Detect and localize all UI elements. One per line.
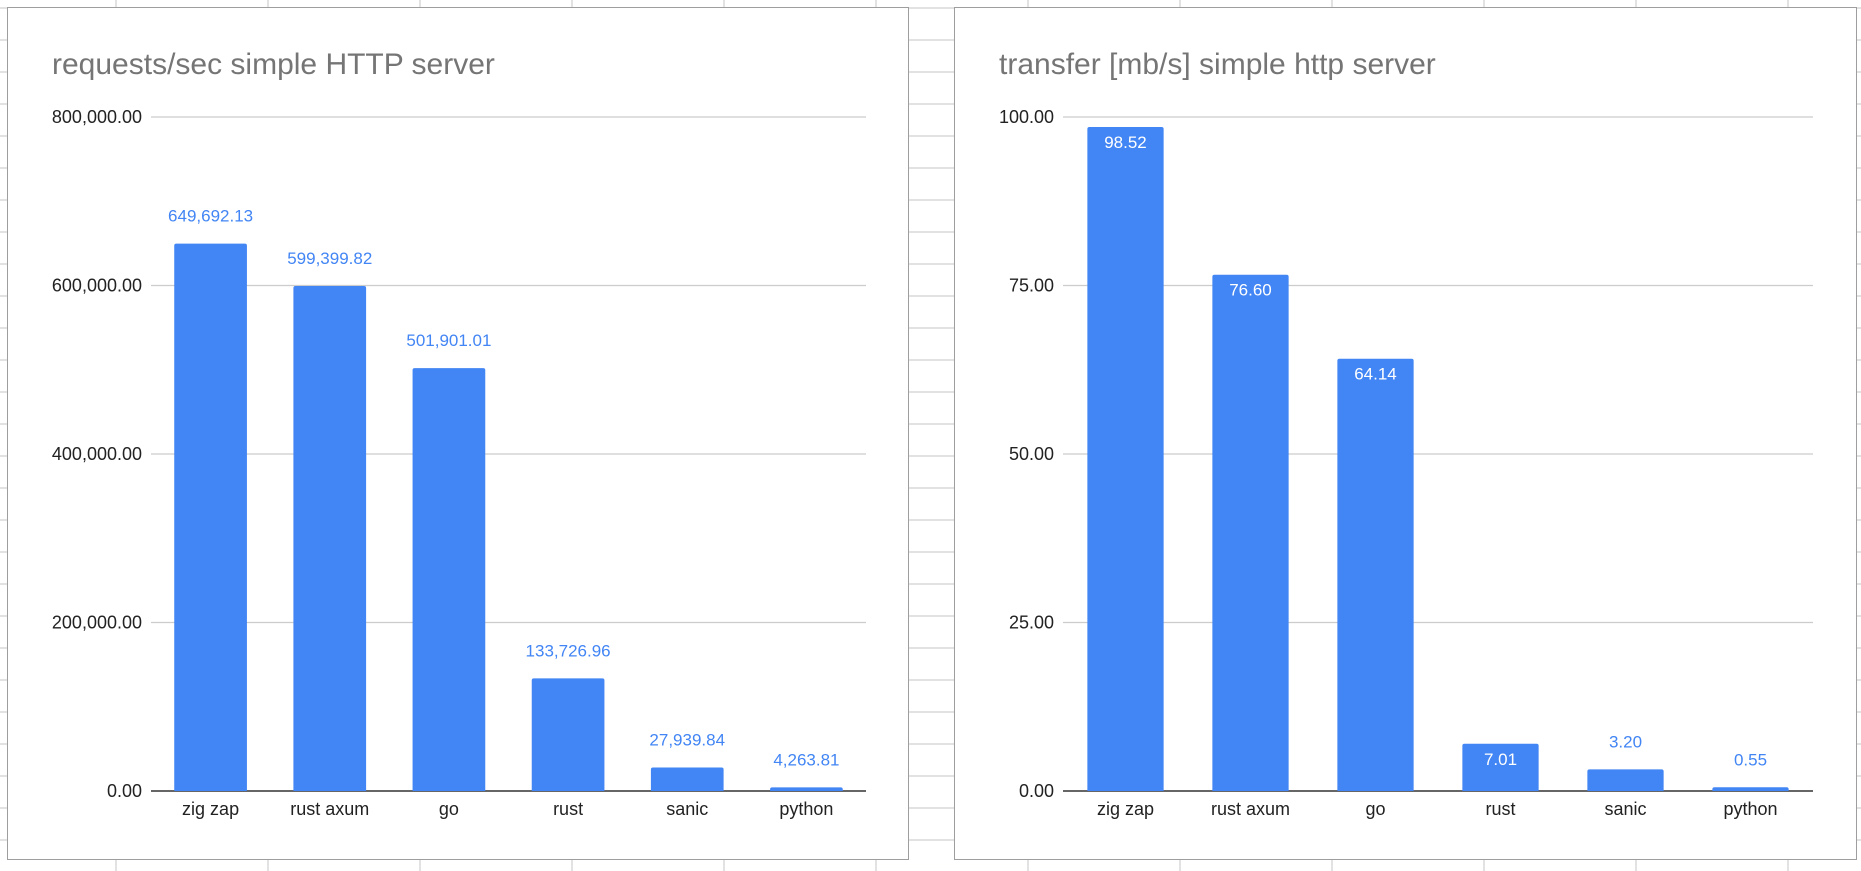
x-category-label: zig zap xyxy=(182,799,239,819)
requests-per-sec-chart[interactable]: requests/sec simple HTTP server 0.00 200,0… xyxy=(7,7,909,860)
bar-zig-zap xyxy=(174,243,247,791)
x-category-label: python xyxy=(1723,799,1777,819)
bar-rust xyxy=(531,678,605,791)
data-label: 133,726.96 xyxy=(526,641,611,660)
x-category-label: python xyxy=(779,799,833,819)
y-tick-label: 0.00 xyxy=(107,781,142,801)
x-category-label: go xyxy=(439,799,459,819)
bar-python xyxy=(770,787,843,791)
y-tick-label: 75.00 xyxy=(1009,276,1054,296)
chart-svg: transfer [mb/s] simple http server 0.00 25… xyxy=(999,48,1813,819)
data-label: 4,263.81 xyxy=(773,750,839,769)
x-category-label: rust xyxy=(553,799,583,819)
x-category-label: sanic xyxy=(1604,799,1646,819)
bar-rust-axum xyxy=(293,286,367,791)
bar-python xyxy=(1712,787,1789,791)
data-label: 27,939.84 xyxy=(649,730,725,749)
y-tick-label: 0.00 xyxy=(1019,781,1054,801)
bar-rust-axum xyxy=(1212,274,1289,791)
y-tick-label: 100.00 xyxy=(999,107,1054,127)
data-label: 649,692.13 xyxy=(168,207,253,226)
data-label: 599,399.82 xyxy=(287,249,372,268)
data-label: 98.52 xyxy=(1104,133,1147,152)
y-tick-label: 800,000.00 xyxy=(52,107,142,127)
data-label: 76.60 xyxy=(1229,281,1272,300)
bar-go xyxy=(1337,358,1414,791)
chart-title: requests/sec simple HTTP server xyxy=(52,48,495,81)
bar-sanic xyxy=(1587,769,1664,791)
y-tick-label: 25.00 xyxy=(1009,613,1054,633)
data-label: 0.55 xyxy=(1734,750,1767,769)
data-label: 501,901.01 xyxy=(406,331,491,350)
x-category-label: rust axum xyxy=(1211,799,1290,819)
y-tick-label: 400,000.00 xyxy=(52,444,142,464)
bar-sanic xyxy=(650,767,724,791)
data-label: 7.01 xyxy=(1484,750,1517,769)
x-category-label: rust xyxy=(1485,799,1515,819)
data-label: 64.14 xyxy=(1354,365,1397,384)
x-category-label: rust axum xyxy=(290,799,369,819)
chart-title: transfer [mb/s] simple http server xyxy=(999,48,1436,81)
bar-rust xyxy=(1462,743,1539,791)
y-tick-label: 200,000.00 xyxy=(52,613,142,633)
chart-svg: requests/sec simple HTTP server 0.00 200,0… xyxy=(52,48,866,819)
x-category-label: go xyxy=(1365,799,1385,819)
x-category-label: zig zap xyxy=(1097,799,1154,819)
y-tick-label: 600,000.00 xyxy=(52,276,142,296)
bar-zig-zap xyxy=(1087,126,1164,791)
transfer-chart[interactable]: transfer [mb/s] simple http server 0.00 25… xyxy=(954,7,1857,860)
y-tick-label: 50.00 xyxy=(1009,444,1054,464)
data-label: 3.20 xyxy=(1609,732,1642,751)
bar-go xyxy=(412,368,486,791)
x-category-label: sanic xyxy=(666,799,708,819)
